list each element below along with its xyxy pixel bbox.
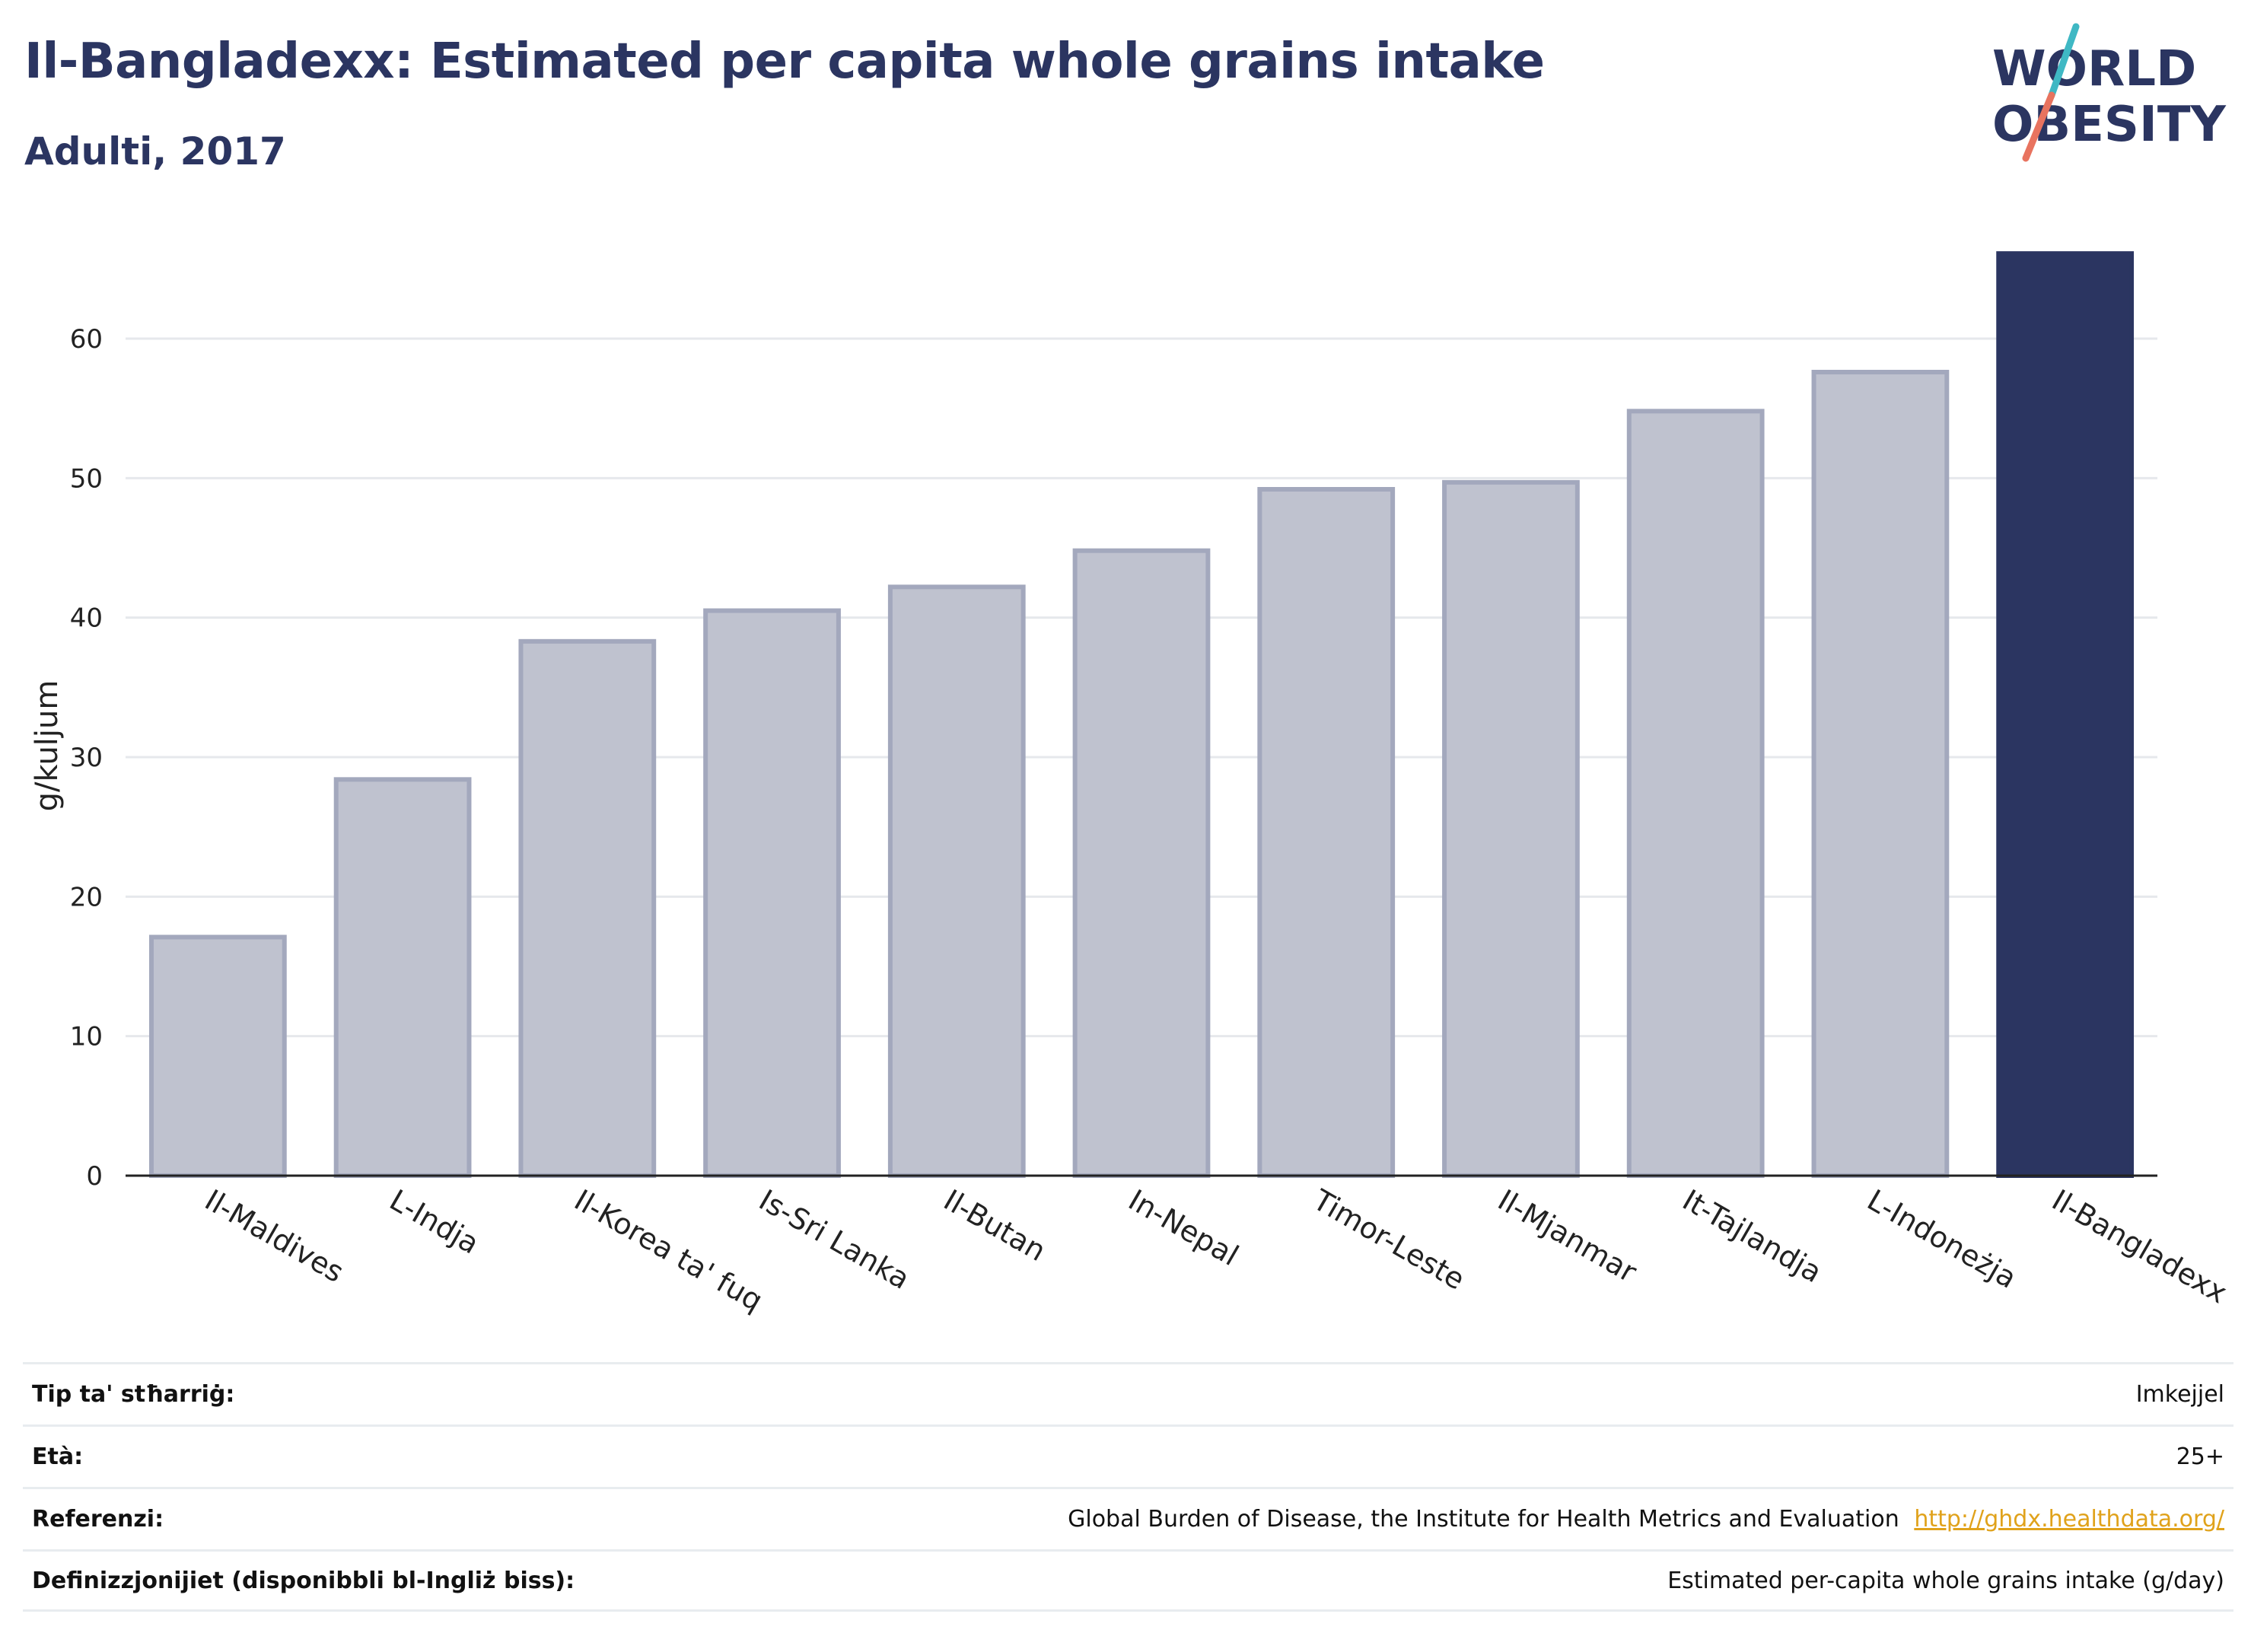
bar-chart: 0 10 20 30 40 50 60 Il-Maldives L-Indja Il-Korea …: [30, 251, 2233, 1318]
bar: [1257, 487, 1396, 1178]
x-tick-label: Il-Mjanmar: [1492, 1183, 1642, 1289]
bar: [333, 777, 472, 1178]
logo-slash-bottom: [2022, 91, 2055, 162]
y-tick-label: 50: [70, 463, 103, 494]
info-row-survey-type: Tip ta' stħarriġ: Imkejjel: [23, 1362, 2233, 1424]
x-tick-label: Il-Butan: [938, 1183, 1052, 1268]
logo-slash-top: [2048, 23, 2080, 99]
y-tick-label: 0: [86, 1161, 103, 1192]
x-tick-label: Is-Sri Lanka: [753, 1183, 915, 1296]
logo-line-obesity: OBESITY: [1992, 97, 2226, 153]
bars: [148, 251, 2135, 1179]
y-axis-label: g/kuljum: [30, 680, 65, 812]
bar: [1626, 409, 1765, 1179]
bar: [518, 638, 657, 1178]
x-tick-label: Il-Maldives: [199, 1183, 349, 1289]
x-tick-label: L-Indoneżja: [1861, 1183, 2022, 1295]
info-row-age: Età: 25+: [23, 1424, 2233, 1487]
bar: [1811, 370, 1950, 1178]
x-tick-label: Il-Korea ta' fuq: [568, 1183, 768, 1318]
info-value: Estimated per-capita whole grains intake…: [1667, 1567, 2224, 1594]
y-tick-label: 40: [70, 603, 103, 634]
reference-link[interactable]: http://ghdx.healthdata.org/: [1914, 1506, 2224, 1533]
reference-text: Global Burden of Disease, the Institute …: [1068, 1506, 1899, 1533]
info-row-definitions: Definizzjonijiet (disponibbli bl-Ingliż …: [23, 1549, 2233, 1612]
y-tick-label: 20: [70, 882, 103, 912]
bar: [703, 608, 841, 1178]
info-label: Tip ta' stħarriġ:: [32, 1381, 235, 1408]
x-tick-label: Il-Bangladexx: [2046, 1183, 2233, 1310]
bar: [887, 584, 1026, 1179]
info-label: Definizzjonijiet (disponibbli bl-Ingliż …: [32, 1567, 575, 1594]
y-tick-label: 60: [70, 324, 103, 355]
info-value: 25+: [2176, 1444, 2224, 1470]
chart-title: Il-Bangladexx: Estimated per capita whol…: [24, 33, 1545, 90]
bar: [1996, 251, 2135, 1179]
info-label: Referenzi:: [32, 1506, 164, 1533]
y-tick-label: 10: [70, 1022, 103, 1052]
x-tick-label: It-Tajlandja: [1677, 1183, 1828, 1290]
info-label: Età:: [32, 1444, 84, 1470]
bar: [1072, 548, 1211, 1178]
logo-line-world: WORLD: [1992, 41, 2196, 97]
info-value: Imkejjel: [2135, 1381, 2224, 1408]
world-obesity-logo: WORLD OBESITY: [1992, 23, 2226, 162]
chart-subtitle: Adulti, 2017: [24, 129, 286, 173]
bar: [148, 934, 287, 1178]
x-tick-label: In-Nepal: [1123, 1183, 1245, 1272]
bar: [1442, 479, 1580, 1179]
x-tick-label: L-Indja: [384, 1183, 485, 1261]
y-tick-label: 30: [70, 743, 103, 773]
x-tick-label: Timor-Leste: [1307, 1183, 1470, 1296]
info-table: Tip ta' stħarriġ: Imkejjel Età: 25+ Refe…: [23, 1362, 2233, 1612]
info-row-references: Referenzi: Global Burden of Disease, the…: [23, 1487, 2233, 1549]
info-value-references: Global Burden of Disease, the Institute …: [1068, 1506, 2224, 1533]
